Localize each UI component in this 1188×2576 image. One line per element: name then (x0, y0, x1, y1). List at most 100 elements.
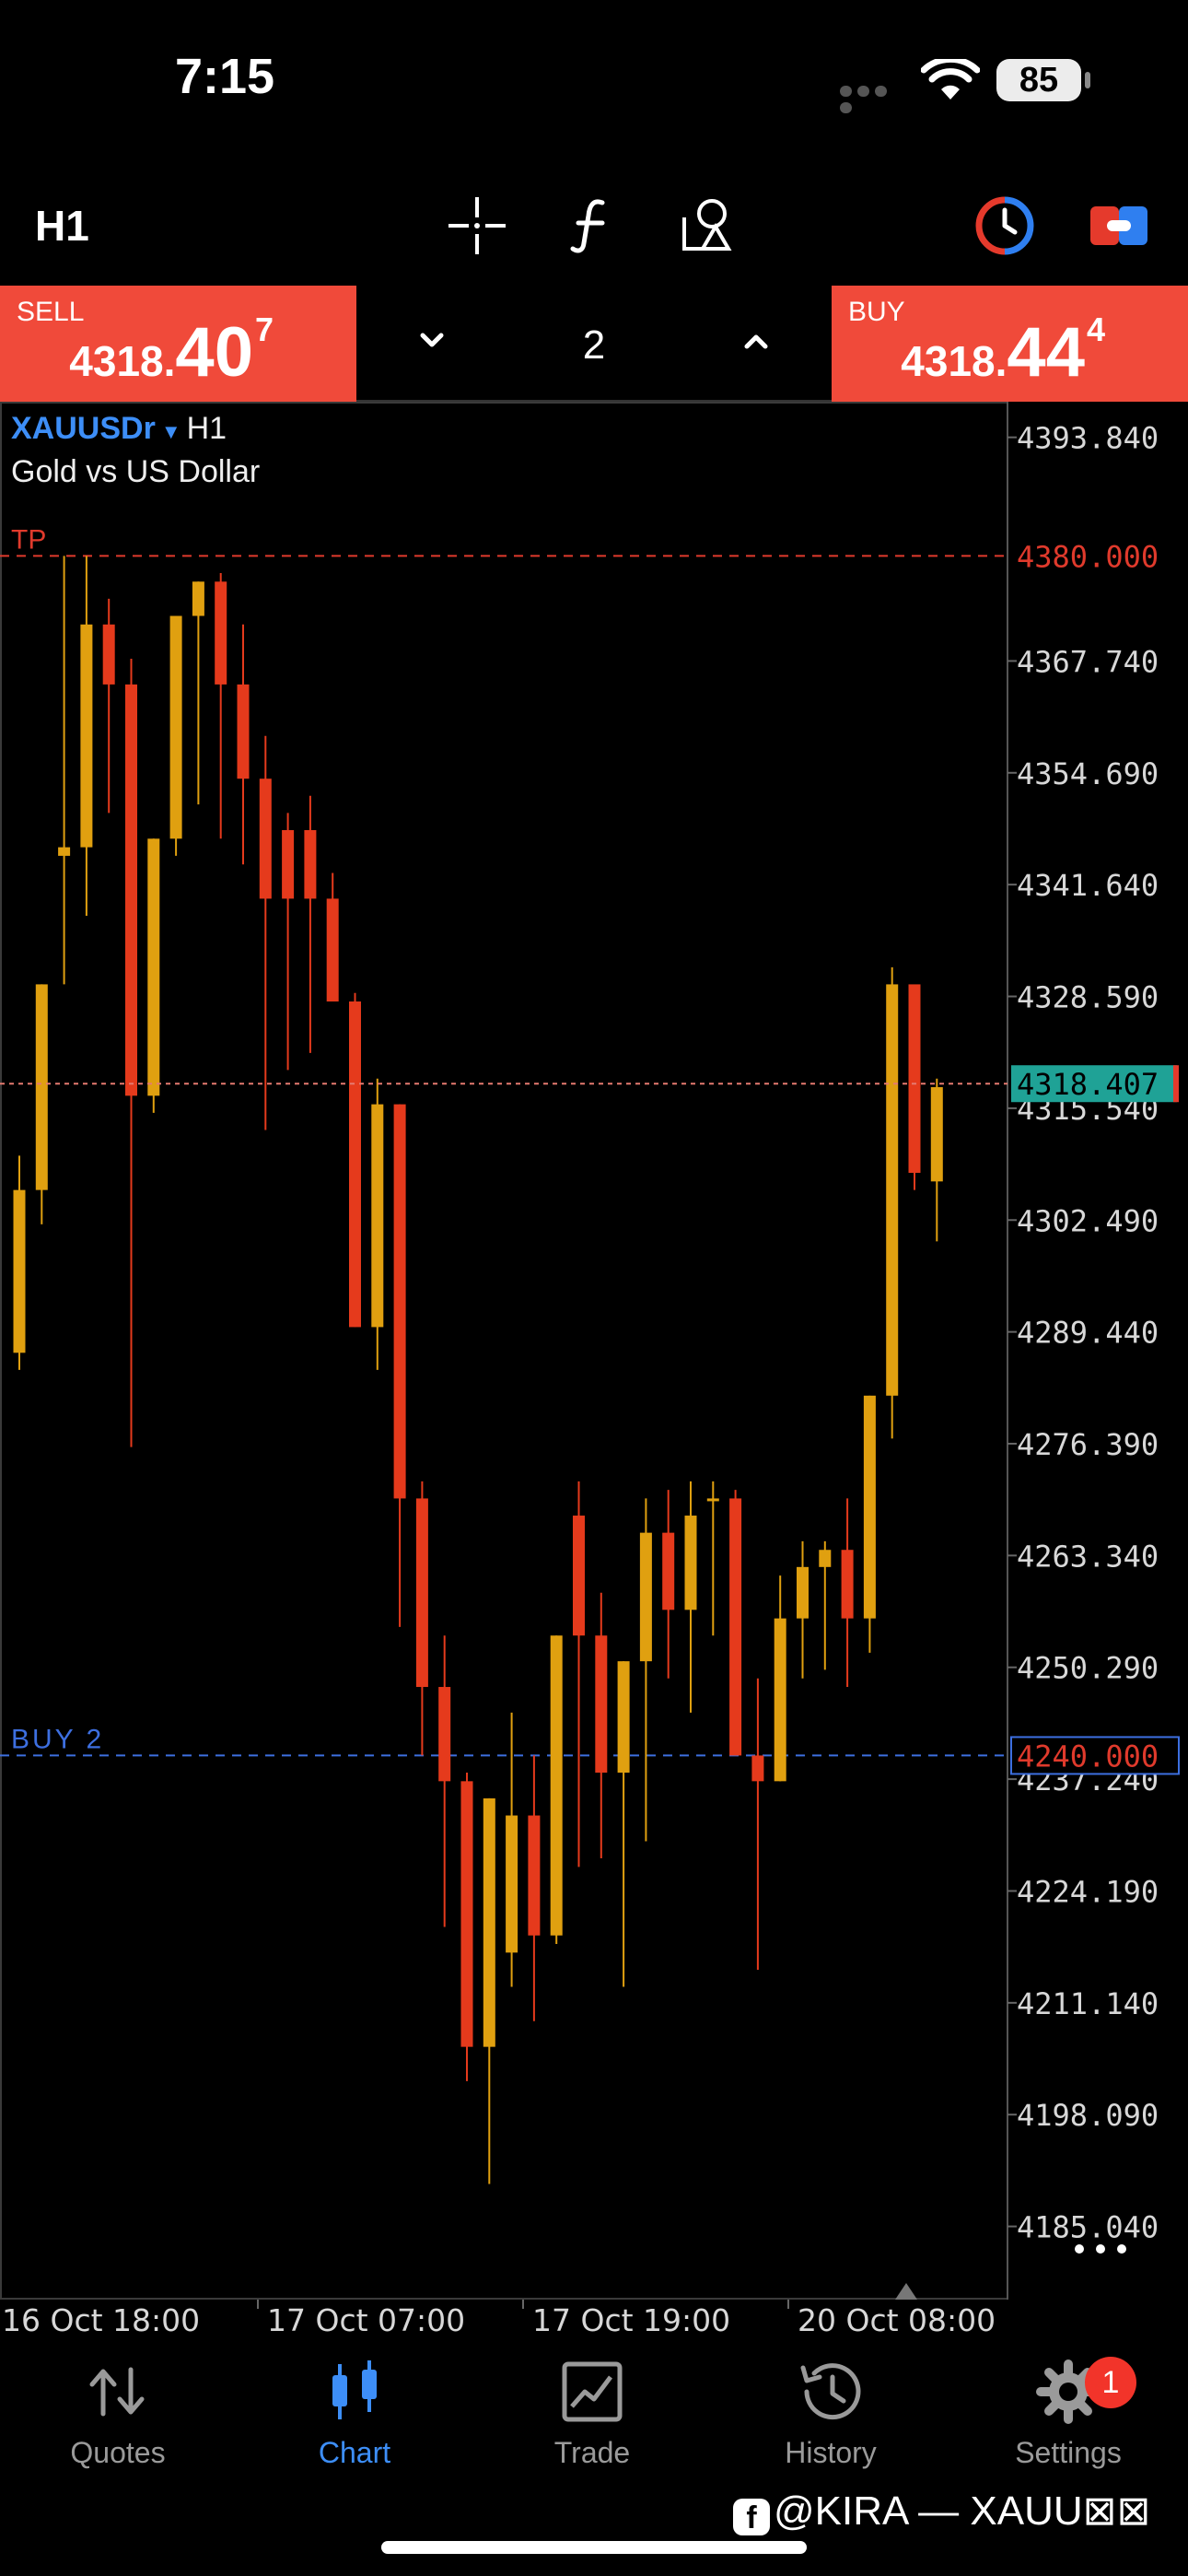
indicator-f-icon[interactable] (560, 193, 624, 258)
objects-icon[interactable] (675, 193, 740, 258)
y-tick-label: 4289.440 (1017, 1316, 1159, 1351)
crosshair-icon[interactable] (445, 193, 509, 258)
candle-body (58, 847, 71, 856)
y-tick-label: 4354.690 (1017, 756, 1159, 791)
nav-label: Chart (318, 2436, 391, 2469)
y-tick-label: 4367.740 (1017, 644, 1159, 679)
symbol-timeframe: H1 (186, 411, 227, 446)
facebook-icon: f (733, 2499, 770, 2535)
sell-button[interactable]: SELL 4318.407 (0, 286, 356, 402)
candle-body (908, 984, 921, 1174)
scroll-end-marker (895, 2283, 917, 2300)
candle-body (841, 1550, 854, 1619)
one-click-trade-bar: SELL 4318.407 2 BUY 4318.444 (0, 286, 1188, 402)
candle-body (326, 898, 339, 1002)
x-tick-label: 17 Oct 07:00 (267, 2302, 465, 2336)
caret-down-icon[interactable]: ▼ (160, 420, 181, 443)
current-price-label: 4318.407 (1017, 1067, 1159, 1102)
candle-body (349, 1001, 361, 1328)
x-tick-label: 17 Oct 19:00 (532, 2302, 730, 2336)
chevron-down-icon[interactable] (404, 313, 460, 369)
y-tick-label: 4328.590 (1017, 980, 1159, 1015)
candle-body (35, 984, 48, 1190)
y-tick-label: 4224.190 (1017, 1874, 1159, 1909)
buy-button[interactable]: BUY 4318.444 (832, 286, 1188, 402)
buy-price-box (1010, 1736, 1180, 1775)
candle-body (684, 1516, 697, 1610)
trade-icon (562, 2361, 623, 2422)
lot-volume[interactable]: 2 (582, 322, 606, 368)
candle-body (774, 1618, 786, 1782)
wifi-icon (921, 59, 980, 100)
y-tick-label: 4198.090 (1017, 2098, 1159, 2133)
candlestick-chart[interactable]: 4393.840 4367.740 4354.690 4341.640 4328.590… (0, 402, 1188, 2336)
y-tick-label: 4276.390 (1017, 1427, 1159, 1462)
y-tick-label: 4263.340 (1017, 1539, 1159, 1574)
nav-trade[interactable]: Trade (500, 2336, 684, 2493)
candle-body (438, 1687, 451, 1782)
sell-label: SELL (17, 297, 85, 327)
candle-body (729, 1498, 742, 1756)
chart-icon (332, 2360, 377, 2419)
candle-body (415, 1498, 428, 1688)
toggle-icon[interactable] (1087, 193, 1151, 258)
nav-settings[interactable]: Settings 1 (976, 2336, 1160, 2493)
y-tick-label: 4393.840 (1017, 421, 1159, 456)
nav-chart[interactable]: Chart (262, 2336, 447, 2493)
y-tick-label: 4211.140 (1017, 1986, 1159, 2021)
candle-body (706, 1498, 719, 1502)
symbol-info: XAUUSDr ▼ H1 Gold vs US Dollar (11, 411, 260, 490)
tp-price-label: 4380.000 (1017, 539, 1159, 574)
x-tick-label: 20 Oct 08:00 (798, 2302, 996, 2336)
nav-label: Trade (553, 2436, 631, 2469)
plot-frame (0, 402, 1008, 2300)
cellular-icon (840, 85, 906, 113)
y-tick-label: 4185.040 (1017, 2210, 1159, 2245)
candle-body (819, 1550, 832, 1567)
candle-body (930, 1087, 943, 1182)
candle-body (550, 1635, 563, 1936)
price-chart[interactable]: 4393.840 4367.740 4354.690 4341.640 4328.590… (0, 402, 1188, 2336)
x-tick-label: 16 Oct 18:00 (2, 2302, 200, 2336)
candle-body (169, 615, 182, 839)
notification-badge: 1 (1085, 2357, 1136, 2408)
nav-quotes[interactable]: Quotes (26, 2336, 210, 2493)
candle-body (662, 1532, 675, 1610)
nav-label: Settings (1015, 2436, 1122, 2469)
chevron-up-icon[interactable] (728, 313, 784, 369)
candle-body (371, 1104, 384, 1328)
sell-price: 4318.407 (69, 310, 274, 392)
status-time: 7:15 (175, 49, 275, 104)
symbol-description: Gold vs US Dollar (11, 454, 261, 489)
buy-order-label: BUY 2 (11, 1724, 104, 1754)
candle-body (617, 1661, 630, 1774)
candle-body (80, 624, 93, 848)
chart-toolbar: H1 (0, 175, 1188, 276)
nav-label: History (785, 2436, 877, 2469)
timeframe-button[interactable]: H1 (35, 202, 89, 250)
y-tick-label: 4341.640 (1017, 868, 1159, 903)
candle-body (751, 1755, 764, 1782)
candle-body (13, 1189, 26, 1353)
battery-indicator: 85 (996, 59, 1090, 101)
history-icon (800, 2363, 861, 2420)
candle-body (282, 830, 295, 899)
candle-body (215, 581, 227, 685)
candle-body (506, 1815, 518, 1953)
candle-body (259, 779, 272, 899)
symbol-name[interactable]: XAUUSDr (11, 411, 156, 446)
quotes-icon (89, 2367, 145, 2417)
candle-body (595, 1635, 608, 1774)
bottom-navigation: Quotes Chart Trade History (0, 2336, 1188, 2502)
buy-price: 4318.444 (901, 310, 1105, 392)
more-icon[interactable] (1068, 2235, 1133, 2263)
y-tick-label: 4250.290 (1017, 1651, 1159, 1686)
candle-body (863, 1395, 876, 1619)
clock-icon[interactable] (973, 193, 1037, 258)
candle-body (573, 1516, 585, 1636)
nav-history[interactable]: History (739, 2336, 923, 2493)
watermark-text: @KIRA — XAUU⊠⊠ (774, 2488, 1151, 2534)
home-indicator[interactable] (381, 2541, 807, 2554)
candle-body (639, 1532, 652, 1662)
buy-price-label: 4240.000 (1017, 1739, 1159, 1774)
